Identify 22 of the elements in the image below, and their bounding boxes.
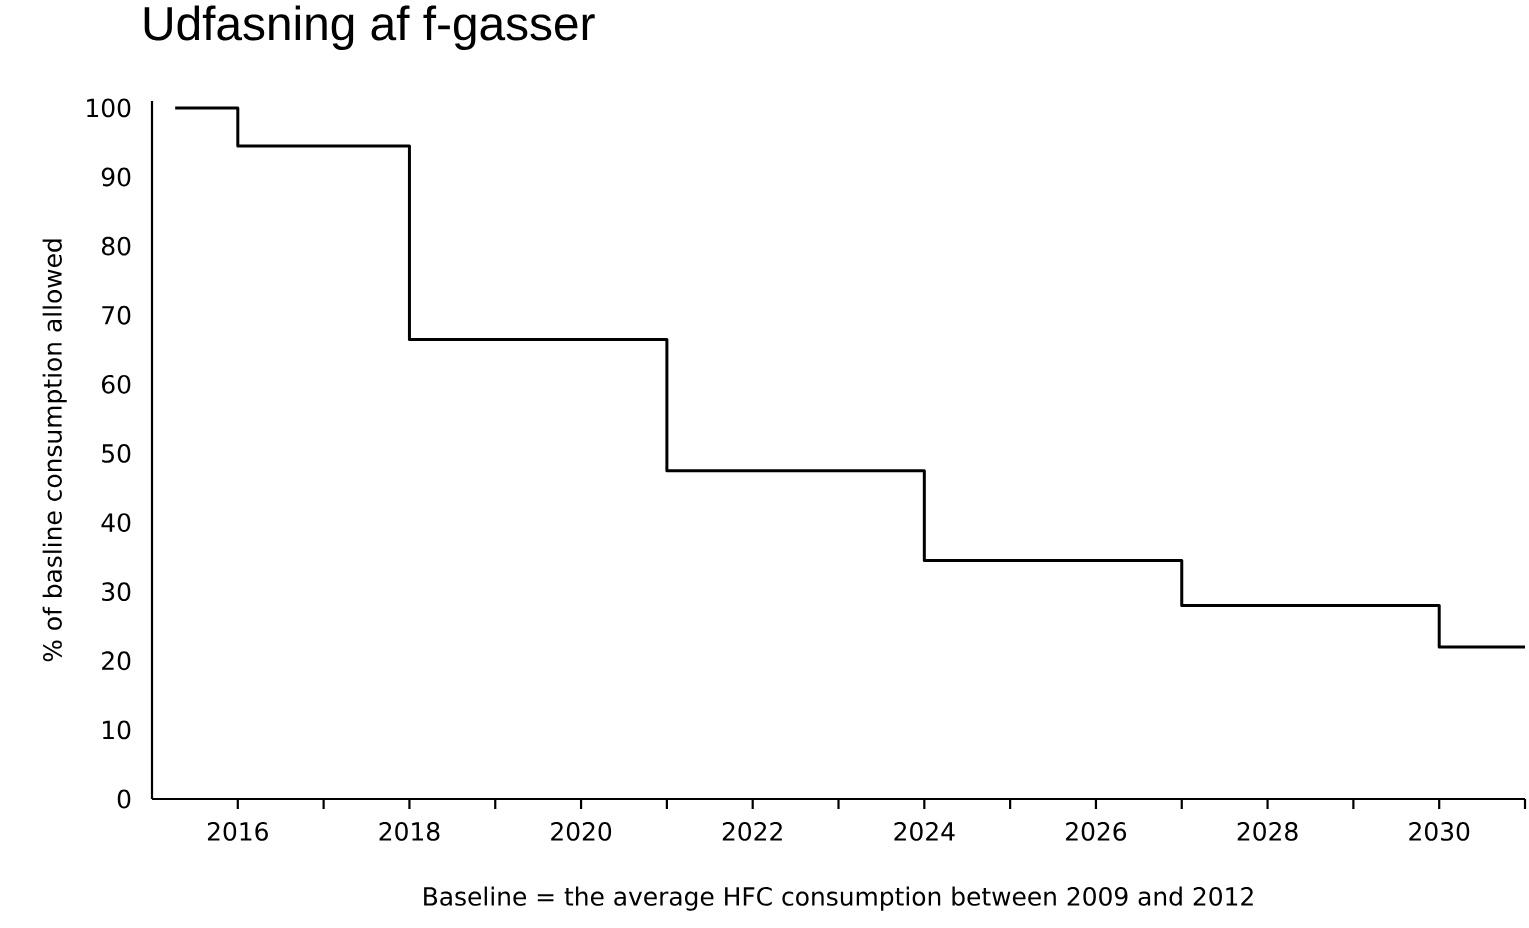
x-tick-label: 2026 xyxy=(1066,822,1127,841)
x-tick-label: 2016 xyxy=(207,822,268,841)
y-tick-label: 30 xyxy=(102,582,131,602)
y-tick-label: 100 xyxy=(87,98,131,118)
x-tick-label: 2022 xyxy=(722,822,782,841)
y-axis-title: % of basline consumption allowed xyxy=(42,239,67,662)
y-tick-label: 40 xyxy=(101,513,131,532)
x-tick-label: 2030 xyxy=(1409,822,1470,841)
x-tick-label: 2024 xyxy=(894,822,955,841)
y-tick-label: 10 xyxy=(103,720,131,740)
y-tick-label: 60 xyxy=(102,374,131,394)
y-tick-label: 50 xyxy=(102,444,131,463)
y-tick-label: 80 xyxy=(101,236,131,256)
chart-title: Udfasning af f-gasser xyxy=(144,5,595,51)
y-tick-label: 20 xyxy=(102,651,131,671)
y-tick-label: 70 xyxy=(102,305,131,325)
x-tick-label: 2028 xyxy=(1237,822,1298,841)
y-tick-label: 0 xyxy=(117,789,131,809)
x-tick-label: 2020 xyxy=(551,822,612,841)
x-tick-label: 2018 xyxy=(379,822,440,841)
x-axis-title: Baseline = the average HFC consumption between 2009 and 2012 xyxy=(424,886,1253,911)
y-tick-label: 90 xyxy=(101,167,131,187)
